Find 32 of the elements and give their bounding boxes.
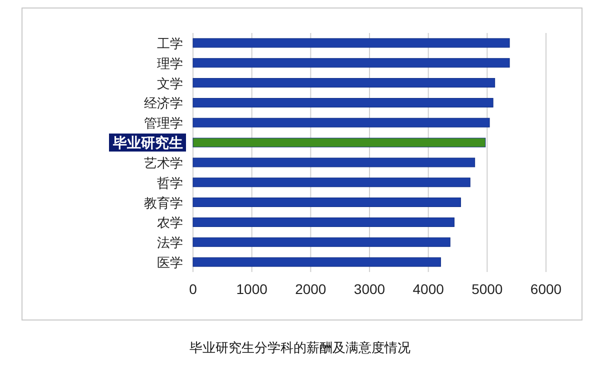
x-tick-label: 2000 [295,281,326,297]
y-tick-label: 毕业研究生 [112,134,183,151]
x-tick-label: 4000 [412,281,444,297]
bar [192,257,441,267]
bar [192,38,510,48]
x-tick-label: 1000 [236,281,268,297]
bar [192,158,476,168]
y-tick-label: 哲学 [157,175,183,190]
y-tick-label: 法学 [157,235,183,250]
bar [192,198,461,208]
x-tick-label: 3000 [354,281,386,297]
x-tick-label: 5000 [472,281,503,297]
bar [192,138,486,148]
bar [192,217,454,227]
y-tick-label: 艺术学 [144,155,183,170]
y-tick-label: 经济学 [144,96,183,111]
x-tick-label: 0 [189,281,198,297]
bar [192,98,494,108]
y-tick-label: 管理学 [144,116,183,131]
y-tick-label: 文学 [157,76,183,91]
y-tick-label: 医学 [157,255,183,270]
bar [192,178,470,188]
bar [192,118,490,128]
y-tick-label: 农学 [157,215,183,230]
bar [192,237,450,247]
bar [192,78,496,88]
y-tick-label: 理学 [157,56,183,71]
x-tick-label: 6000 [530,281,562,297]
y-tick-label: 工学 [157,36,183,51]
y-tick-label: 教育学 [144,195,183,210]
bar [192,58,510,68]
text: 毕业研究生分学科的薪酬及满意度情况 [190,340,410,355]
